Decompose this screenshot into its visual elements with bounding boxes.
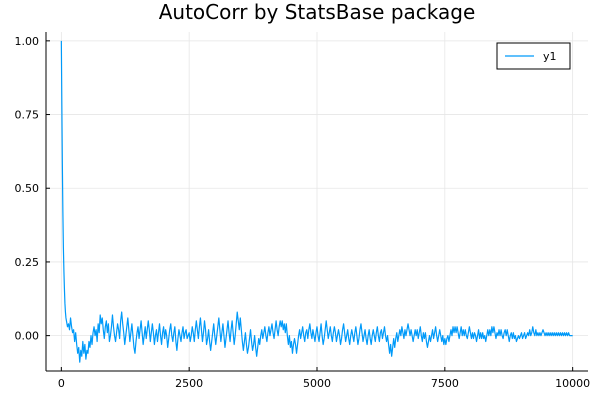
x-tick-label: 10000 [555, 377, 590, 390]
legend-label: y1 [543, 50, 557, 63]
x-tick-label: 5000 [303, 377, 331, 390]
axes [45, 32, 588, 372]
x-tick-label: 0 [58, 377, 65, 390]
series-layer [60, 40, 573, 363]
chart-title: AutoCorr by StatsBase package [159, 0, 476, 24]
y-tick-label: 0.25 [15, 256, 40, 269]
grid-lines [46, 32, 588, 371]
x-tick-label: 2500 [175, 377, 203, 390]
x-tick-label: 7500 [431, 377, 459, 390]
y-tick-label: 0.50 [15, 182, 40, 195]
legend: y1 [496, 42, 571, 70]
tick-labels: 0 2500 5000 7500 10000 0.00 0.25 0.50 0.75 1.00 [15, 35, 591, 390]
series-line-y1 [60, 40, 573, 363]
y-tick-label: 1.00 [15, 35, 40, 48]
y-tick-label: 0.75 [15, 109, 40, 122]
y-tick-label: 0.00 [15, 330, 40, 343]
